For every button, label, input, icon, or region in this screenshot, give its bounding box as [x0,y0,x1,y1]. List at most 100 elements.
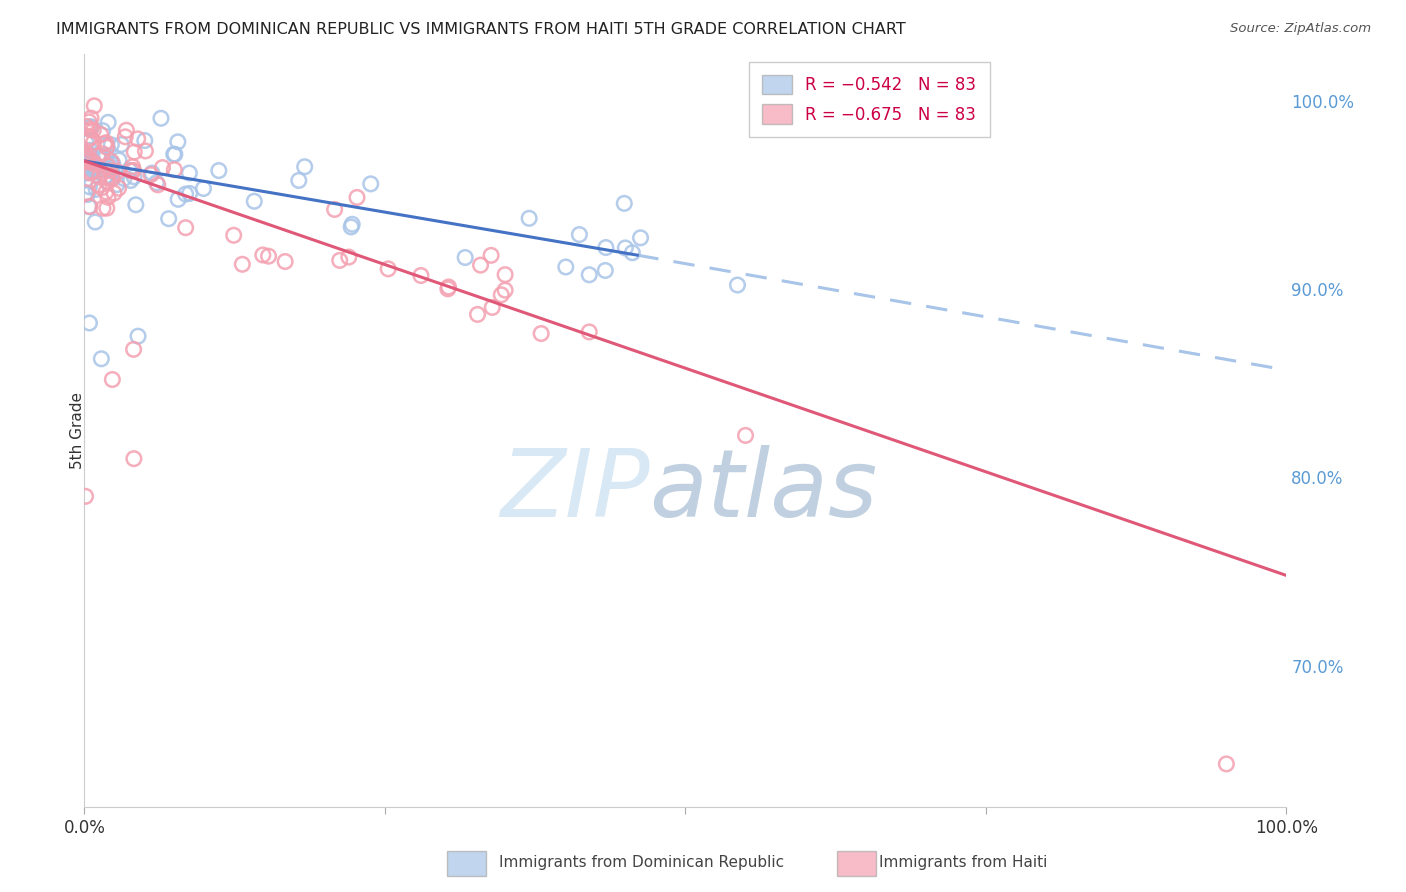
Point [101,161,124,175]
Point [75,120,97,134]
Point [101,170,124,185]
Point [114,129,136,144]
Point [87,149,110,163]
Point [79,143,101,157]
Point [77,200,100,214]
Point [96,201,118,215]
Point [479,248,502,262]
Point [163,147,186,161]
Point [97,190,120,204]
Point [90,128,112,142]
Point [139,168,162,182]
Point [82,163,104,178]
Point [83,135,105,149]
Point [243,194,266,209]
Point [134,134,156,148]
Point [222,228,245,243]
Point [90,181,112,195]
Point [101,162,124,177]
Point [96,175,118,189]
Point [174,187,197,202]
Point [257,249,280,263]
Point [141,166,163,180]
Point [105,178,128,192]
Text: IMMIGRANTS FROM DOMINICAN REPUBLIC VS IMMIGRANTS FROM HAITI 5TH GRADE CORRELATIO: IMMIGRANTS FROM DOMINICAN REPUBLIC VS IM… [56,22,905,37]
Point [83,161,105,175]
Text: Immigrants from Dominican Republic: Immigrants from Dominican Republic [499,855,785,870]
Point [77,155,100,169]
Legend: R = −0.542   N = 83, R = −0.675   N = 83: R = −0.542 N = 83, R = −0.675 N = 83 [748,62,990,137]
Point [167,192,190,206]
Point [274,254,297,268]
Point [491,287,513,301]
Point [83,162,105,177]
Point [1215,756,1237,771]
Point [613,196,636,211]
Point [530,326,553,341]
Point [94,162,117,177]
Point [79,155,101,169]
Point [125,198,148,212]
Point [79,122,101,136]
Point [101,157,124,171]
Point [84,160,107,174]
Point [79,151,101,165]
Point [76,159,98,173]
Point [75,148,97,162]
Point [494,268,516,282]
Point [97,115,120,129]
Point [118,163,141,178]
Point [87,148,110,162]
Point [727,278,749,293]
Point [614,241,637,255]
Point [294,160,316,174]
Point [595,263,617,277]
Text: ZIP: ZIP [499,445,650,536]
Point [76,150,98,164]
Point [409,268,432,283]
Point [101,171,124,186]
Point [110,137,132,152]
Point [122,343,145,357]
Point [179,166,201,180]
Point [288,173,311,187]
Point [568,227,591,242]
Point [75,489,97,503]
Point [84,215,107,229]
Point [127,329,149,343]
Point [96,159,118,173]
Point [578,325,600,339]
Point [146,178,169,192]
Point [734,428,756,442]
Point [91,146,114,161]
Point [79,316,101,330]
Text: atlas: atlas [650,445,877,536]
Point [80,111,103,125]
Point [96,169,118,184]
Point [134,144,156,158]
Point [231,257,253,271]
Point [179,186,201,201]
Point [124,145,146,159]
Point [120,173,142,187]
Point [75,155,97,169]
Point [105,164,128,178]
Point [77,151,100,165]
Point [163,162,186,177]
Point [437,282,460,296]
Point [494,283,516,297]
Point [470,258,492,272]
Point [90,351,112,366]
Point [79,200,101,214]
Point [75,146,97,161]
Point [96,140,118,154]
Point [80,164,103,178]
Point [122,169,145,184]
Point [94,136,117,150]
Point [77,115,100,129]
Point [80,120,103,135]
Point [84,164,107,178]
Point [342,217,364,231]
Point [595,241,617,255]
Point [621,245,644,260]
